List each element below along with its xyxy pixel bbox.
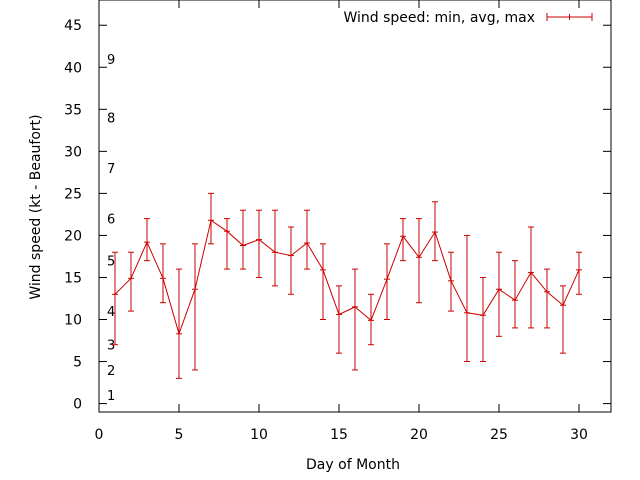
legend: Wind speed: min, avg, max bbox=[343, 10, 593, 26]
y-tick-label: 0 bbox=[73, 397, 82, 413]
plot-frame bbox=[98, 0, 612, 413]
beaufort-label: 4 bbox=[107, 305, 115, 320]
y-tick-label: 45 bbox=[64, 18, 82, 34]
beaufort-label: 3 bbox=[107, 339, 115, 354]
series-wind-speed bbox=[112, 192, 582, 379]
beaufort-label: 1 bbox=[107, 389, 115, 404]
y-axis-title: Wind speed (kt - Beaufort) bbox=[28, 114, 44, 299]
y-tick-label: 30 bbox=[64, 144, 82, 160]
avg-line bbox=[114, 219, 580, 336]
x-tick-label: 0 bbox=[95, 427, 104, 443]
y-tick-label: 15 bbox=[64, 270, 82, 286]
beaufort-label: 8 bbox=[107, 112, 115, 127]
legend-swatch bbox=[546, 13, 593, 21]
x-tick-label: 10 bbox=[250, 427, 268, 443]
y-tick-label: 35 bbox=[64, 102, 82, 118]
x-axis-title: Day of Month bbox=[306, 457, 400, 473]
y-tick-label: 10 bbox=[64, 313, 82, 329]
beaufort-label: 9 bbox=[107, 53, 115, 68]
x-axis: 0 5 10 15 20 25 30 bbox=[95, 0, 588, 443]
y-tick-label: 25 bbox=[64, 186, 82, 202]
beaufort-label: 5 bbox=[107, 255, 115, 270]
x-tick-label: 20 bbox=[410, 427, 428, 443]
y-tick-label: 5 bbox=[73, 355, 82, 371]
legend-label: Wind speed: min, avg, max bbox=[343, 10, 535, 26]
beaufort-label: 2 bbox=[107, 364, 115, 379]
beaufort-label: 6 bbox=[107, 213, 115, 228]
y-tick-label: 40 bbox=[64, 60, 82, 76]
beaufort-scale-labels: 1 2 3 4 5 6 7 8 9 bbox=[107, 53, 115, 404]
x-tick-label: 25 bbox=[490, 427, 508, 443]
y-tick-label: 20 bbox=[64, 228, 82, 244]
x-tick-label: 5 bbox=[175, 427, 184, 443]
x-tick-label: 30 bbox=[570, 427, 588, 443]
beaufort-label: 7 bbox=[107, 162, 115, 177]
x-tick-label: 15 bbox=[330, 427, 348, 443]
